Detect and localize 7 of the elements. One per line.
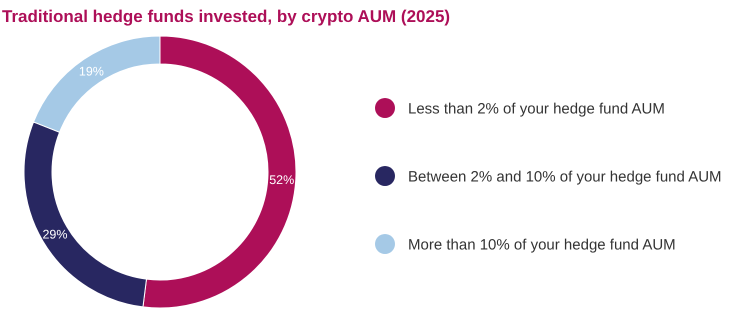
legend-label: More than 10% of your hedge fund AUM [408, 236, 676, 254]
data-label: 19% [78, 64, 104, 78]
legend-label: Between 2% and 10% of your hedge fund AUM [408, 168, 722, 186]
chart-title: Traditional hedge funds invested, by crypto AUM (2025) [2, 7, 450, 26]
legend-label: Less than 2% of your hedge fund AUM [408, 100, 665, 118]
data-label: 52% [269, 173, 294, 188]
data-label: 29% [42, 227, 68, 242]
